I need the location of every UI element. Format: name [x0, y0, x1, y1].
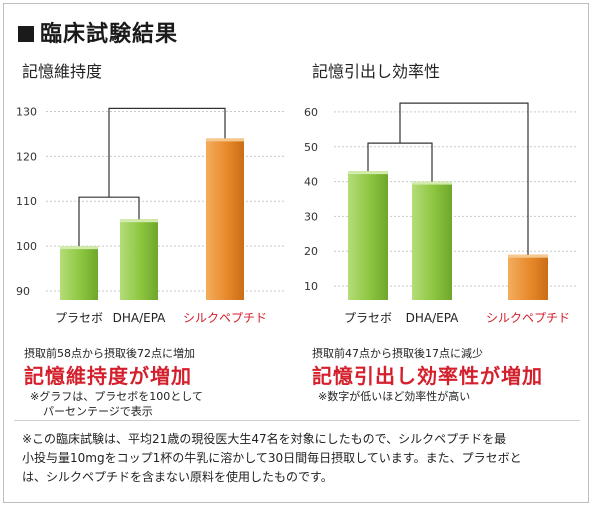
- x-category-label: DHA/EPA: [406, 311, 460, 325]
- page-title: 臨床試験結果: [18, 16, 178, 48]
- x-category-label: シルクペプチド: [183, 311, 267, 325]
- x-category-label: シルクペプチド: [486, 311, 570, 325]
- memory-retention-chart: 90 100 110 120 130 プラセボ DHA/EPA シルクペプチド: [16, 105, 284, 325]
- y-tick-label: 10: [304, 280, 318, 293]
- bar-top-face: [348, 171, 388, 175]
- bar-top-face: [206, 138, 244, 142]
- bar-top-face: [120, 219, 158, 223]
- y-tick-label: 30: [304, 210, 318, 223]
- chart-2-caption: 摂取前47点から摂取後17点に減少: [312, 347, 483, 360]
- page-title-text: 臨床試験結果: [40, 22, 179, 47]
- bracket-connector: [108, 107, 226, 198]
- bar: [508, 254, 548, 300]
- chart-1-headline: 記憶維持度が増加: [24, 364, 192, 388]
- bar-top-face: [60, 246, 98, 250]
- footnote-line-2: 小投与量10mgをコップ1杯の牛乳に溶かして30日間毎日摂取しています。また、プ…: [22, 451, 522, 465]
- chart-2-note-1: ※数字が低いほど効率性が高い: [318, 390, 471, 403]
- footnote: ※この臨床試験は、平均21歳の現役医大生47名を対象にしたもので、シルクペプチド…: [22, 430, 582, 487]
- y-tick-label: 130: [16, 105, 37, 118]
- chart-2-subtitle: 記憶引出し効率性: [312, 62, 441, 81]
- footnote-line-3: は、シルクペプチドを含まない原料を使用したものです。: [22, 470, 333, 484]
- chart-1-note-1: ※グラフは、プラセボを100として: [30, 390, 203, 403]
- y-tick-label: 50: [304, 141, 318, 154]
- chart-1-note-2: パーセンテージで表示: [43, 405, 153, 418]
- bar: [348, 171, 388, 300]
- footnote-line-1: ※この臨床試験は、平均21歳の現役医大生47名を対象にしたもので、シルクペプチド…: [22, 432, 507, 446]
- memory-recall-efficiency-chart: 10 20 30 40 50 60 プラセボ DHA/EPA シルクペプチド: [304, 102, 578, 325]
- bar: [412, 181, 452, 300]
- chart-2-headline: 記憶引出し効率性が増加: [312, 364, 543, 388]
- bar: [206, 138, 244, 300]
- footnote-divider: [14, 420, 580, 421]
- y-tick-label: 100: [16, 240, 37, 253]
- y-tick-label: 90: [16, 285, 30, 298]
- bracket-connector: [399, 102, 529, 255]
- y-tick-label: 120: [16, 150, 37, 163]
- bar-top-face: [508, 254, 548, 258]
- bar-top-face: [412, 181, 452, 185]
- bar: [60, 246, 98, 300]
- y-tick-label: 20: [304, 245, 318, 258]
- x-category-label: プラセボ: [55, 311, 103, 325]
- results-panel: [3, 3, 589, 503]
- square-bullet-icon: [18, 26, 34, 42]
- x-category-label: プラセボ: [344, 311, 392, 325]
- y-tick-label: 60: [304, 106, 318, 119]
- chart-1-caption: 摂取前58点から摂取後72点に増加: [24, 347, 195, 360]
- y-tick-label: 40: [304, 176, 318, 189]
- chart-1-subtitle: 記憶維持度: [22, 62, 103, 81]
- y-tick-label: 110: [16, 195, 37, 208]
- bar: [120, 219, 158, 300]
- x-category-label: DHA/EPA: [113, 311, 167, 325]
